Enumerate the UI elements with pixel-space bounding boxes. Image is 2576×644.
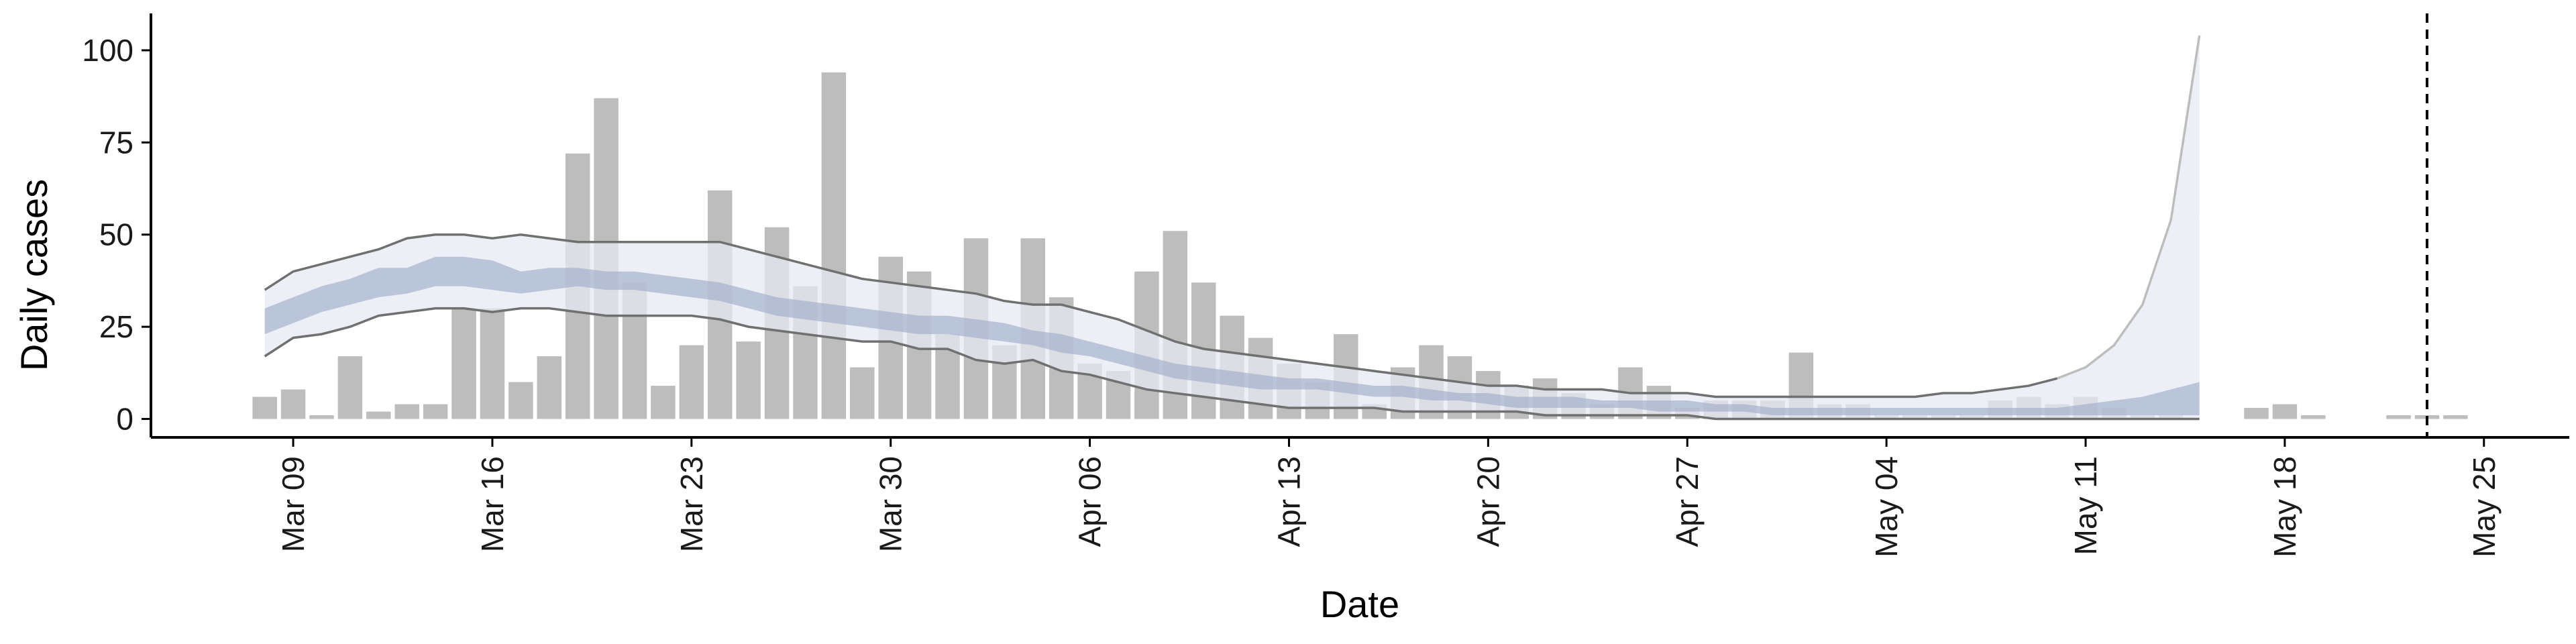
x-tick-label: Mar 23 [674,456,709,552]
x-axis-title: Date [1320,583,1399,625]
x-tick-label: Apr 13 [1271,456,1306,547]
x-tick-label: May 11 [2068,456,2103,555]
case-bar [309,415,334,419]
x-tick-label: Mar 16 [475,456,510,552]
estimate-bands [264,35,2201,421]
x-tick-label: Mar 30 [873,456,908,552]
x-tick-label: May 18 [2267,456,2302,557]
case-bar [366,411,391,419]
y-tick-label: 25 [99,309,133,344]
y-axis-title: Daily cases [13,179,55,371]
y-tick-label: 100 [82,33,133,68]
case-bar [850,367,875,419]
case-bar [508,382,533,419]
ci90-lower-line [264,307,2200,421]
x-tick-label: Apr 06 [1073,456,1108,547]
case-bar [2301,415,2326,419]
ci90-upper-line-forecast [2056,35,2201,380]
y-tick-label: 50 [99,217,133,252]
case-bar [451,308,476,419]
y-tick-label: 75 [99,125,133,160]
x-tick-label: May 04 [1869,456,1904,557]
x-axis: Mar 09 Mar 16 Mar 23 Mar 30 Apr 06 Apr 13 Apr … [151,436,2569,557]
x-tick-label: Apr 27 [1670,456,1705,547]
case-bar [537,356,562,419]
x-tick-label: Apr 20 [1470,456,1505,547]
case-bar [394,404,419,419]
y-tick-label: 0 [116,402,133,437]
case-bar [280,389,306,419]
case-bar [2443,415,2468,419]
case-bar [252,396,277,419]
ci50-band [264,256,2200,416]
case-bar [2244,408,2269,419]
case-bar [2386,415,2411,419]
x-tick-label: May 25 [2467,456,2502,557]
case-bar [679,345,704,419]
plot-area [252,13,2468,437]
case-bar [480,308,505,419]
case-bar [2272,404,2298,419]
case-bar [821,72,847,419]
x-tick-label: Mar 09 [276,456,311,552]
ci90-upper-line [264,233,2058,398]
case-bar [423,404,448,419]
case-bar [736,341,761,419]
case-bar [337,356,363,419]
case-bar [651,386,676,419]
y-axis: 0 25 50 75 100 [82,13,152,437]
ci90-band [264,35,2200,419]
